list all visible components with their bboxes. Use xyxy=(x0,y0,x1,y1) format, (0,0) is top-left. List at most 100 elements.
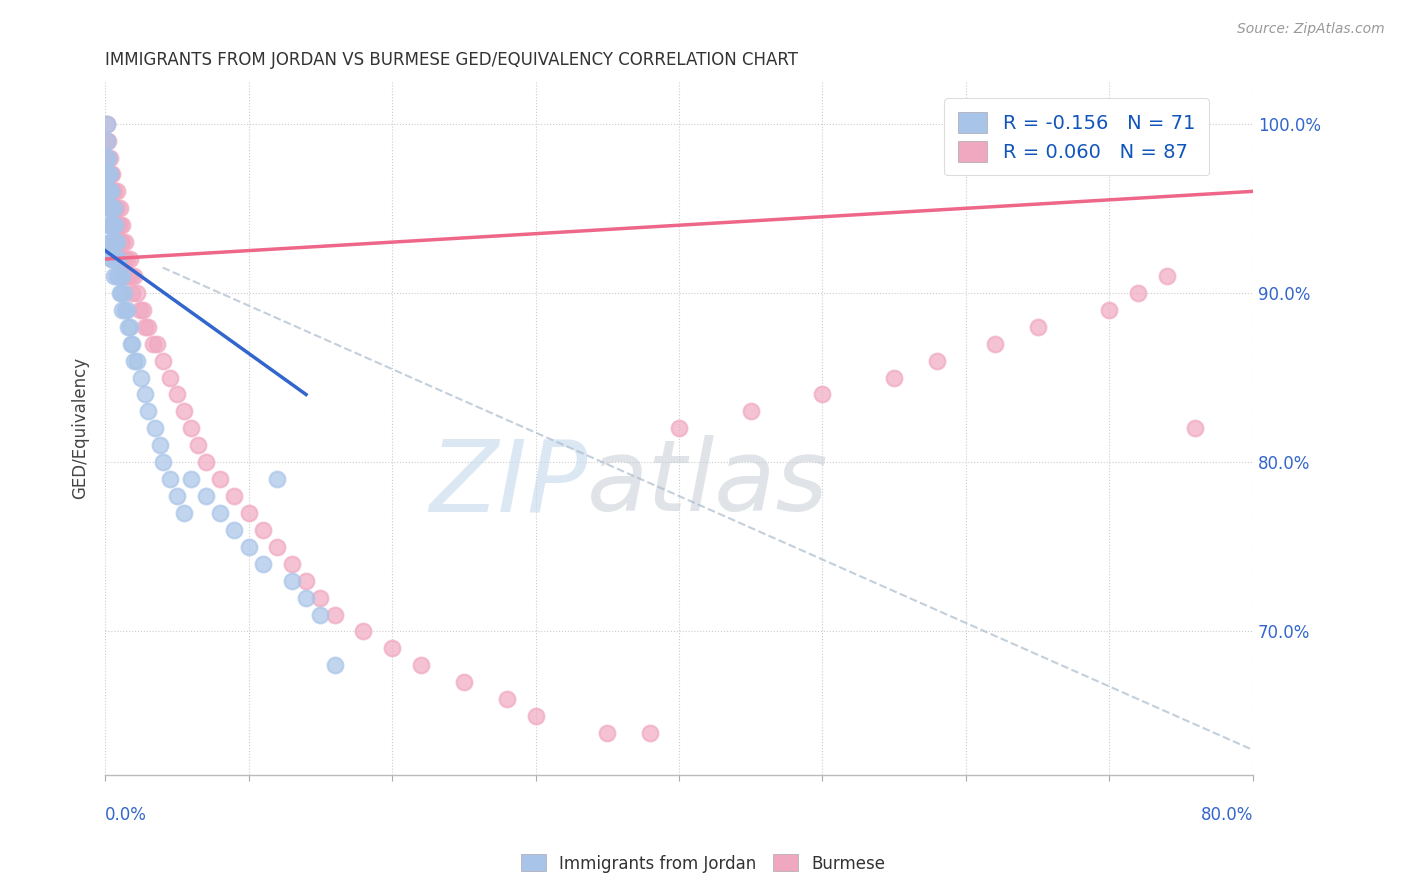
Point xyxy=(104,202,127,216)
Point xyxy=(194,489,217,503)
Point xyxy=(117,319,139,334)
Point xyxy=(125,353,148,368)
Point xyxy=(105,252,128,266)
Point xyxy=(129,370,152,384)
Point xyxy=(883,370,905,384)
Point xyxy=(180,421,202,435)
Point xyxy=(159,472,181,486)
Point xyxy=(100,202,122,216)
Point xyxy=(111,218,134,232)
Point xyxy=(238,506,260,520)
Text: 0.0%: 0.0% xyxy=(105,805,148,824)
Point xyxy=(97,151,120,165)
Point xyxy=(96,117,118,131)
Point xyxy=(112,252,135,266)
Point xyxy=(101,218,124,232)
Point xyxy=(136,404,159,418)
Point xyxy=(104,235,127,249)
Point xyxy=(108,268,131,283)
Point xyxy=(111,268,134,283)
Point xyxy=(96,117,118,131)
Point xyxy=(98,218,121,232)
Point xyxy=(98,168,121,182)
Point xyxy=(107,218,129,232)
Point xyxy=(112,268,135,283)
Point xyxy=(166,489,188,503)
Point xyxy=(107,252,129,266)
Point xyxy=(110,235,132,249)
Point xyxy=(101,185,124,199)
Point xyxy=(100,185,122,199)
Point xyxy=(811,387,834,401)
Point xyxy=(101,202,124,216)
Point xyxy=(180,472,202,486)
Point xyxy=(103,235,125,249)
Point xyxy=(111,235,134,249)
Point xyxy=(983,336,1005,351)
Point xyxy=(166,387,188,401)
Point xyxy=(104,218,127,232)
Point xyxy=(125,285,148,300)
Point xyxy=(103,218,125,232)
Point xyxy=(104,252,127,266)
Point xyxy=(266,472,288,486)
Point xyxy=(115,302,138,317)
Point xyxy=(118,252,141,266)
Point xyxy=(98,151,121,165)
Point xyxy=(100,168,122,182)
Point xyxy=(134,319,156,334)
Point xyxy=(149,438,172,452)
Point xyxy=(208,506,231,520)
Point xyxy=(96,151,118,165)
Point xyxy=(120,268,142,283)
Point xyxy=(496,692,519,706)
Point xyxy=(1184,421,1206,435)
Text: IMMIGRANTS FROM JORDAN VS BURMESE GED/EQUIVALENCY CORRELATION CHART: IMMIGRANTS FROM JORDAN VS BURMESE GED/EQ… xyxy=(105,51,799,69)
Point xyxy=(108,218,131,232)
Point xyxy=(295,591,318,605)
Point xyxy=(224,489,246,503)
Point xyxy=(1098,302,1121,317)
Point xyxy=(146,336,169,351)
Point xyxy=(105,202,128,216)
Point xyxy=(97,134,120,148)
Point xyxy=(128,302,150,317)
Point xyxy=(112,285,135,300)
Point xyxy=(309,607,332,622)
Point xyxy=(101,202,124,216)
Point xyxy=(121,285,143,300)
Point xyxy=(309,591,332,605)
Point xyxy=(668,421,690,435)
Point xyxy=(107,235,129,249)
Point xyxy=(100,185,122,199)
Point xyxy=(97,185,120,199)
Point xyxy=(927,353,949,368)
Point xyxy=(110,285,132,300)
Point xyxy=(107,268,129,283)
Point xyxy=(224,523,246,537)
Point xyxy=(98,235,121,249)
Point xyxy=(238,540,260,554)
Text: ZIP: ZIP xyxy=(429,435,588,533)
Point xyxy=(98,185,121,199)
Point xyxy=(103,202,125,216)
Point xyxy=(101,252,124,266)
Point xyxy=(640,726,662,740)
Point xyxy=(98,202,121,216)
Point xyxy=(101,168,124,182)
Point xyxy=(122,353,145,368)
Point xyxy=(110,252,132,266)
Point xyxy=(108,202,131,216)
Point xyxy=(105,218,128,232)
Point xyxy=(136,319,159,334)
Point xyxy=(104,235,127,249)
Point xyxy=(105,268,128,283)
Point xyxy=(105,185,128,199)
Point xyxy=(173,506,195,520)
Point xyxy=(453,675,475,690)
Point xyxy=(98,185,121,199)
Point xyxy=(100,218,122,232)
Point xyxy=(1126,285,1149,300)
Point xyxy=(131,302,153,317)
Point xyxy=(295,574,318,588)
